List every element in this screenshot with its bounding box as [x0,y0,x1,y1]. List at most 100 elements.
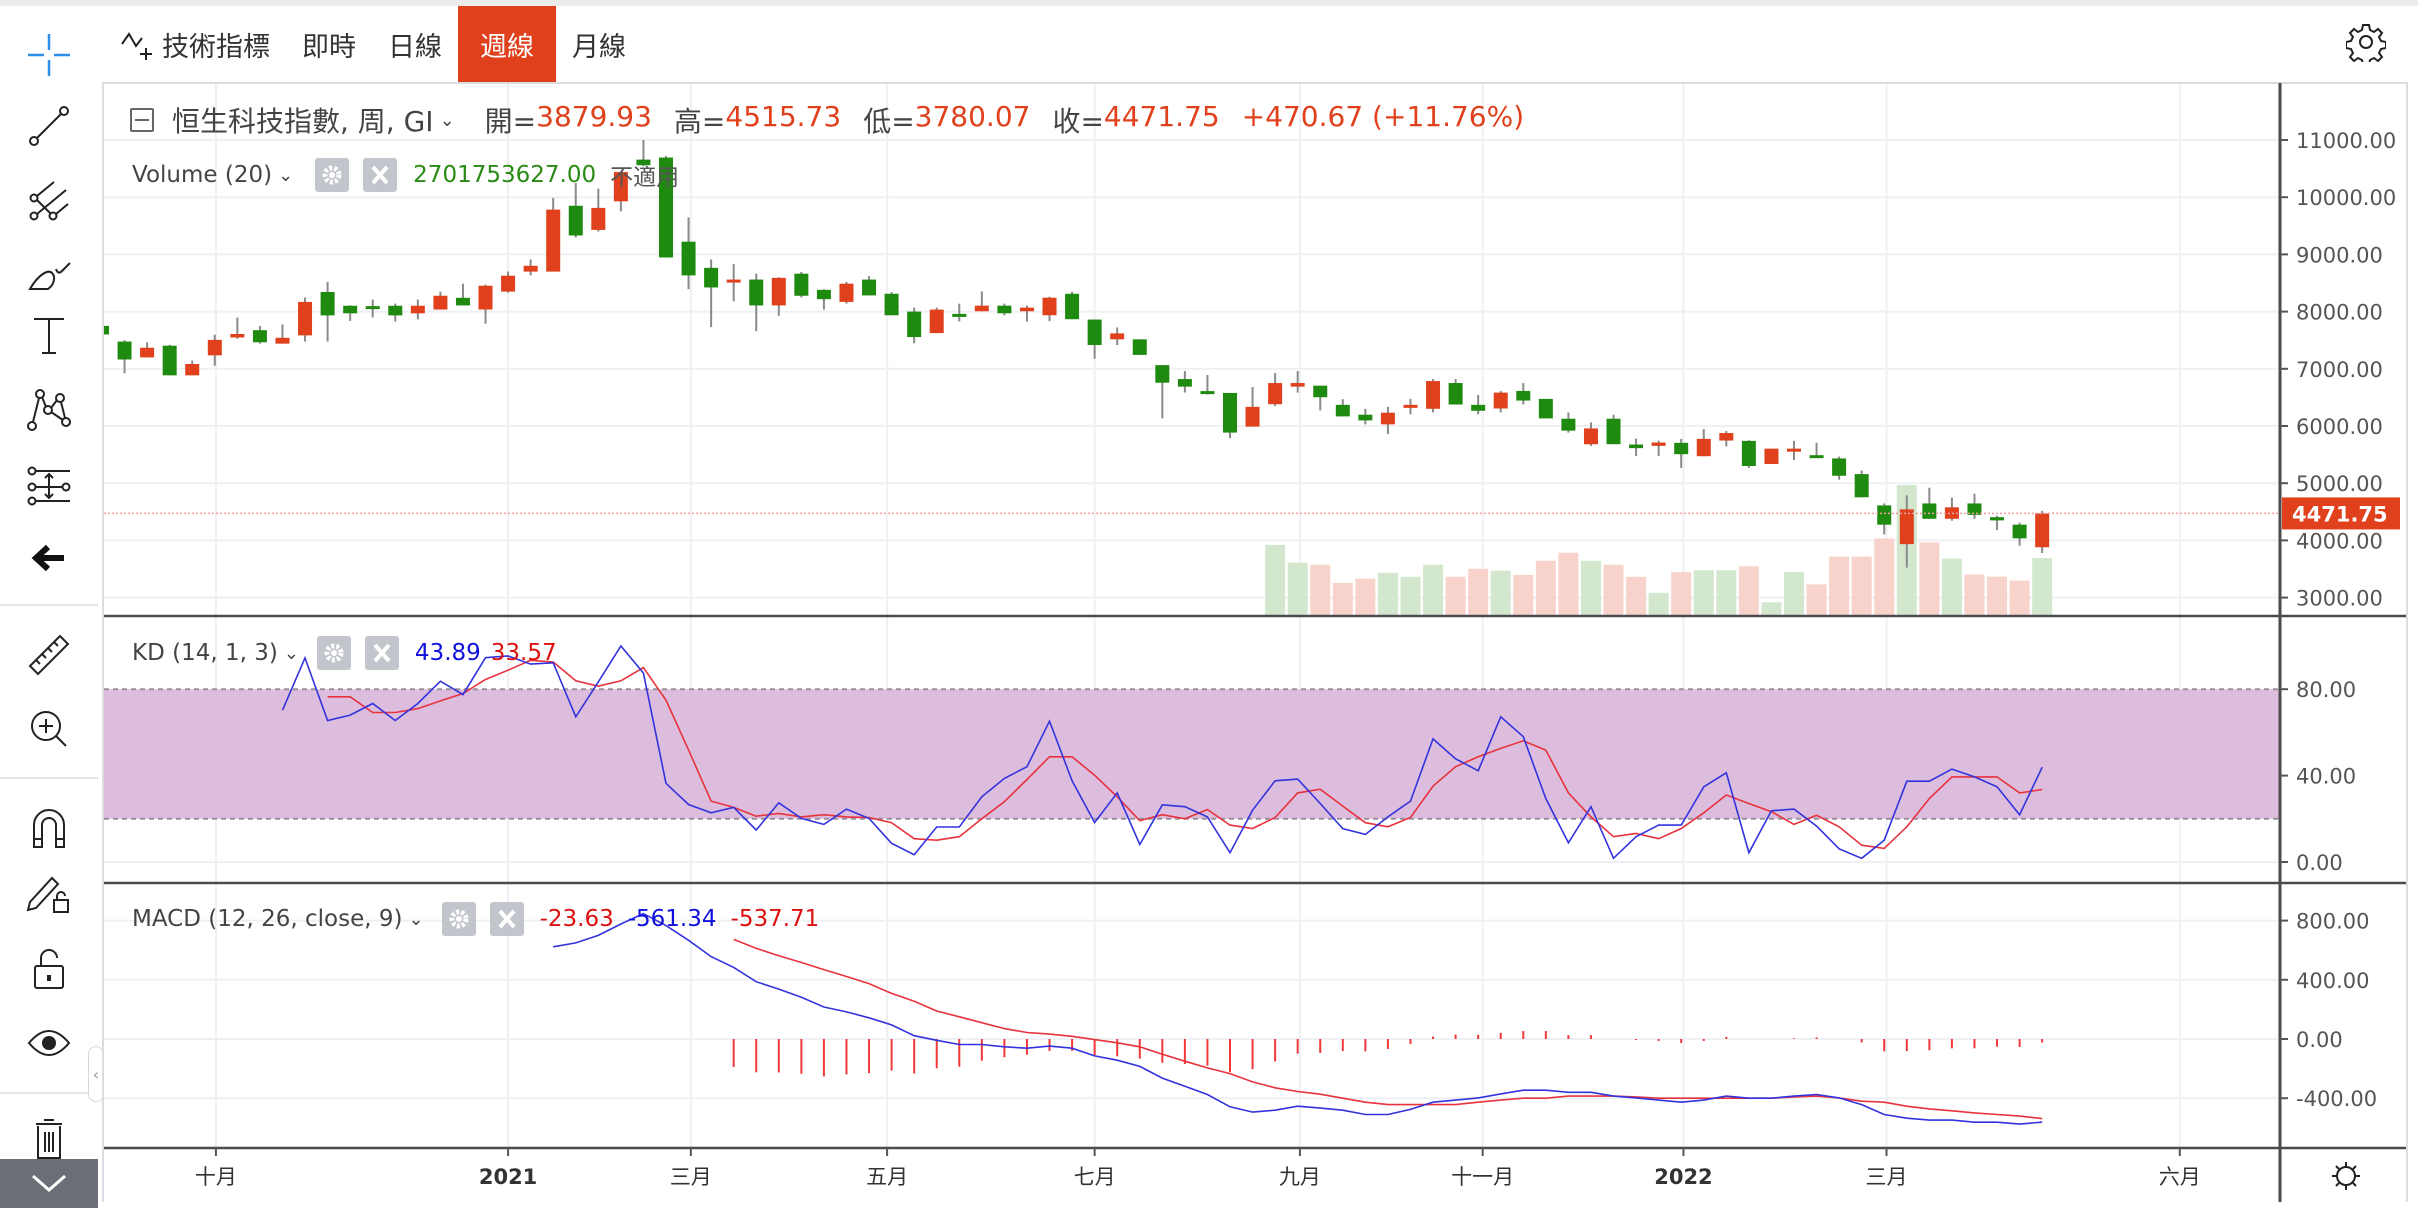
tab-label: 即時 [302,31,356,63]
toolbar-expand-button[interactable] [0,1159,98,1208]
text-icon [34,318,64,354]
tab-technical-indicators[interactable]: 技術指標 [100,6,286,82]
volume-title[interactable]: Volume (20) [132,162,273,188]
unlock-tool[interactable] [24,944,74,994]
high-label: 高= [673,105,726,138]
price-axis-label: 4000.00 [2296,529,2383,553]
candle-up [974,305,989,312]
candle-down [388,305,403,316]
crosshair-tool[interactable] [24,30,74,80]
volume-na-text: 不適用 [610,165,680,191]
lock-drawing-icon [26,876,69,913]
macd-title[interactable]: MACD (12, 26, close, 9) [132,906,403,932]
zoom-in-tool[interactable] [24,704,74,754]
chart-frame [102,82,2408,1202]
gear-icon [322,165,342,185]
candle-down [1313,385,1328,398]
volume-bar [1761,602,1782,615]
candle-down [1629,444,1644,449]
text-tool[interactable] [24,311,74,361]
symbol-title[interactable]: 恒生科技指數, 周, GI [172,105,434,138]
volume-bar [1580,560,1601,615]
magnet-tool[interactable] [24,803,74,853]
candle-down [365,306,380,310]
collapse-legend-icon[interactable] [130,108,154,132]
candle-up [1380,412,1395,425]
last-price-label: 4471.75 [2292,502,2388,526]
candle-up [1042,297,1057,316]
visibility-tool[interactable] [24,1018,74,1068]
chevron-down-icon[interactable]: ⌄ [283,642,299,664]
candle-down [1087,319,1102,346]
volume-remove-button[interactable] [363,158,398,192]
candle-down [862,279,877,296]
ruler-icon [28,634,70,676]
brush-icon [28,262,71,290]
candle-up [410,305,425,314]
time-label: 十月 [195,1165,237,1189]
chevron-down-icon[interactable]: ⌄ [278,164,294,186]
candle-down [1561,418,1576,431]
tab-label: 日線 [388,31,442,63]
gear-icon[interactable] [2346,22,2386,62]
candle-down [1922,503,1937,519]
tab-daily[interactable]: 日線 [372,6,458,82]
candle-down [794,273,809,296]
tab-weekly[interactable]: 週線 [458,6,556,82]
delete-tool[interactable] [24,1114,74,1164]
volume-bar [1535,560,1556,615]
price-axis-label: 10000.00 [2296,186,2396,210]
candle-down [252,330,267,343]
kd-settings-button[interactable] [316,636,351,670]
candle-down [1516,390,1531,401]
candle-down [749,279,764,306]
volume-bar [1400,576,1421,615]
time-label: 三月 [1865,1165,1907,1189]
chart-settings-icon[interactable] [2330,1160,2362,1192]
price-axis-label: 3000.00 [2296,587,2383,611]
candle-up [2035,513,2050,548]
pitchfork-tool[interactable] [24,176,74,226]
volume-bar [1941,558,1962,615]
kd-remove-button[interactable] [364,636,399,670]
axes: 十月 2021 三月 五月 七月 九月 十一月 2022 三月 六月 11000.00 10000.0… [195,129,2400,1189]
tab-realtime[interactable]: 即時 [286,6,372,82]
candle-down [1155,365,1170,383]
candle-down [104,325,109,335]
macd-remove-button[interactable] [489,902,524,936]
candle-up [1764,448,1779,464]
fib-levels-tool[interactable] [24,461,74,511]
close-icon [498,909,516,929]
time-label: 六月 [2159,1165,2201,1189]
lock-drawings-tool[interactable] [24,868,74,918]
tab-monthly[interactable]: 月線 [556,6,642,82]
time-label: 2021 [479,1165,537,1189]
candle-down [1674,442,1689,455]
back-tool[interactable] [24,533,74,583]
volume-bar [1919,542,1940,615]
candle-down [343,305,358,314]
candle-down [1538,398,1553,419]
trend-line-tool[interactable] [24,101,74,151]
candle-up [298,301,313,336]
volume-settings-button[interactable] [315,158,350,192]
chevron-down-icon[interactable]: ⌄ [408,908,424,930]
brush-tool[interactable] [24,247,74,297]
macd-settings-button[interactable] [441,902,476,936]
pattern-tool[interactable] [24,386,74,436]
candle-down [1606,418,1621,445]
candle-down [320,291,335,316]
candle-up [1651,442,1666,446]
k-value: 43.89 [414,640,481,666]
ruler-tool[interactable] [24,630,74,680]
kd-axis-label: 80.00 [2296,678,2356,702]
volume-bar [1287,562,1308,615]
candle-down [568,205,583,236]
close-icon [371,165,389,185]
kd-title[interactable]: KD (14, 1, 3) [132,640,278,666]
time-label: 五月 [866,1165,908,1189]
volume-bar [1784,572,1804,615]
chevron-down-icon[interactable]: ⌄ [439,109,455,131]
volume-bar [1377,572,1398,615]
